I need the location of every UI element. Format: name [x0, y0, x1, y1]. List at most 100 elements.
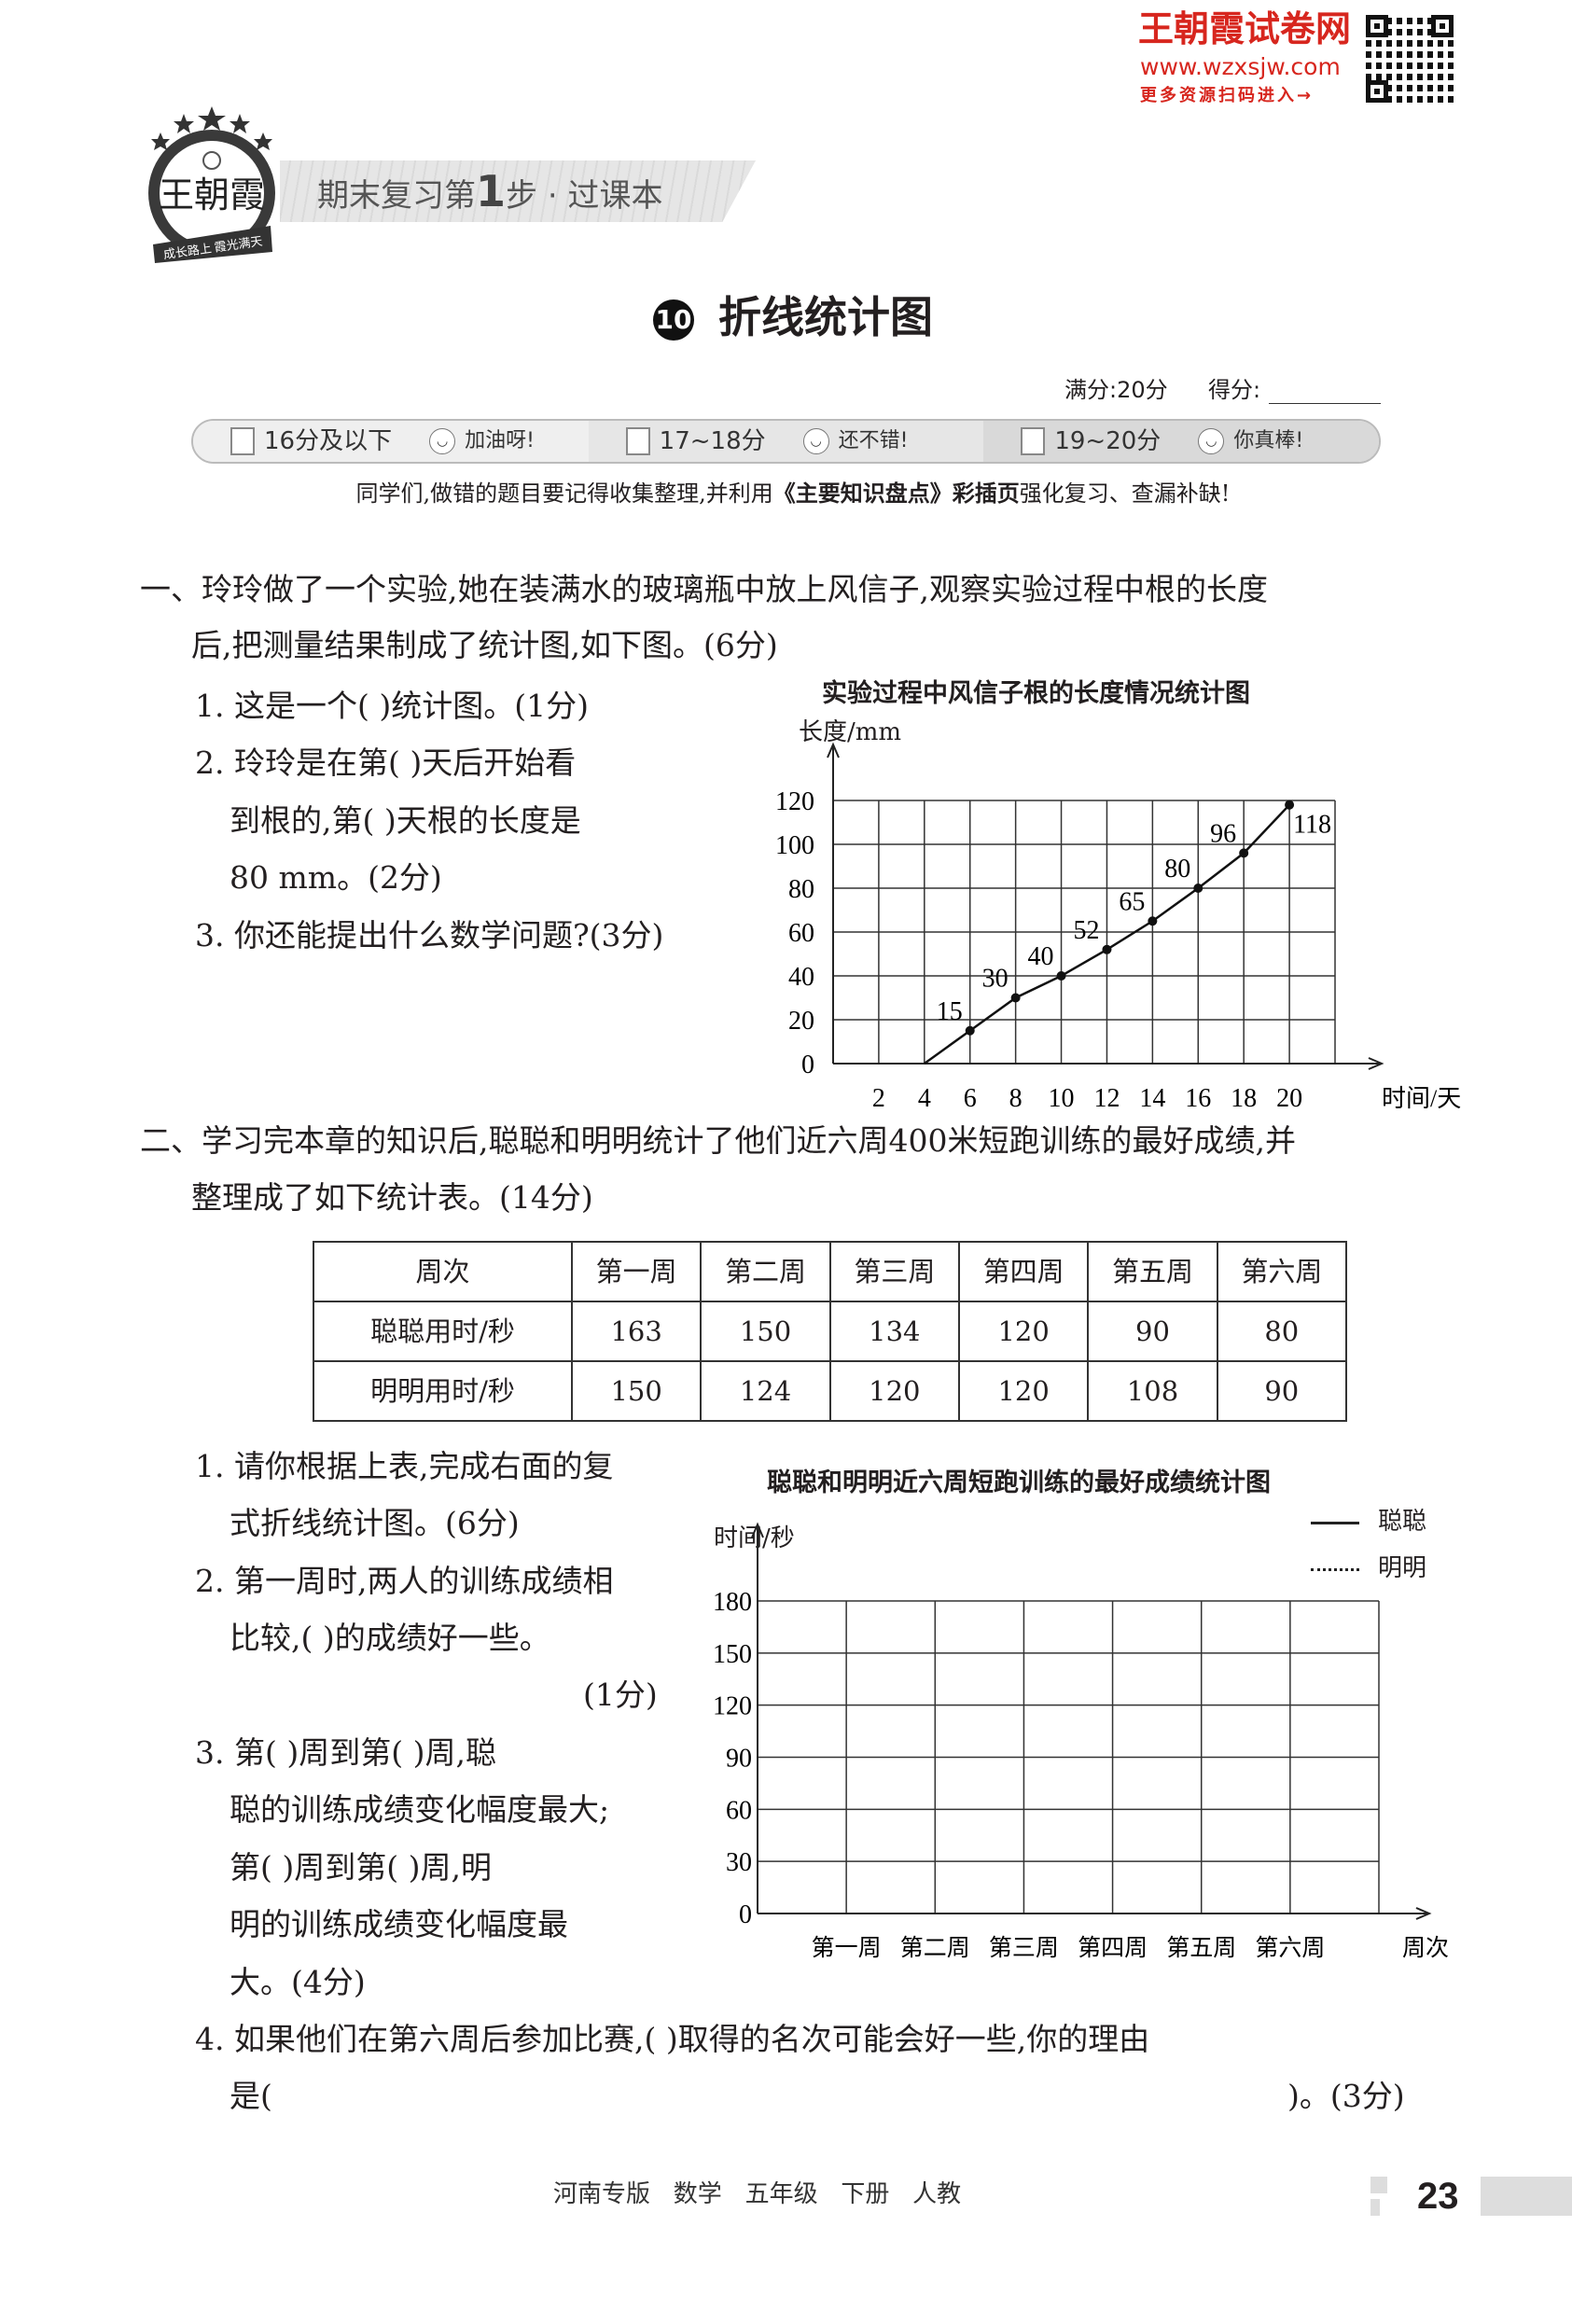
y-tick-label: 180	[713, 1588, 752, 1617]
data-point	[1102, 944, 1112, 954]
data-label: 40	[1028, 942, 1054, 971]
lesson-number: 10	[653, 299, 694, 341]
table-cell: 120	[828, 1360, 960, 1422]
table-cell: 150	[700, 1301, 831, 1362]
data-point	[1285, 800, 1295, 810]
score-level-high: 19~20分 ◡ 你真棒!	[983, 421, 1379, 462]
brand-name: 王朝霞试卷网	[1138, 8, 1352, 49]
x-tick-label: 12	[1093, 1084, 1120, 1113]
brand-url[interactable]: www.wzxsjw.com	[1140, 53, 1341, 80]
qr-code-icon[interactable]	[1366, 15, 1454, 103]
data-label: 65	[1119, 887, 1145, 916]
table-header: 周次	[313, 1241, 573, 1302]
brand-tagline: 更多资源扫码进入→	[1140, 86, 1315, 105]
q1-item: 3. 你还能提出什么数学问题?(3分)	[195, 917, 664, 953]
q2-item: (1分)	[583, 1677, 658, 1713]
q1-stem-line: 后,把测量结果制成了统计图,如下图。(6分)	[191, 627, 778, 663]
q2-stem-line: 整理成了如下统计表。(14分)	[191, 1179, 593, 1216]
data-label: 80	[1164, 855, 1190, 884]
y-axis-arrow	[827, 742, 840, 758]
table-cell: 163	[570, 1301, 703, 1362]
checkbox[interactable]	[230, 427, 255, 455]
score-comment: 加油呀!	[465, 429, 535, 452]
y-tick-label: 80	[788, 875, 814, 904]
x-tick-label: 4	[918, 1084, 931, 1113]
score-blank[interactable]	[1269, 403, 1381, 404]
table-header: 第二周	[700, 1241, 831, 1302]
footer-edition: 河南专版 数学 五年级 下册 人教	[553, 2180, 962, 2208]
q1-item: 到根的,第( )天根的长度是	[230, 802, 581, 839]
y-tick-label: 150	[713, 1640, 752, 1669]
x-tick-label: 18	[1231, 1084, 1257, 1113]
table-header: 第三周	[828, 1241, 960, 1302]
data-label: 15	[937, 997, 963, 1026]
x-tick-label: 10	[1049, 1084, 1075, 1113]
x-tick-label: 第五周	[1166, 1935, 1236, 1961]
table-header: 第四周	[957, 1241, 1090, 1302]
q1-item: 2. 玲玲是在第( )天后开始看	[195, 745, 577, 781]
y-tick-label: 20	[788, 1007, 814, 1036]
table-cell: 108	[1087, 1360, 1218, 1422]
full-score: 满分:20分	[1064, 377, 1168, 403]
checkbox[interactable]	[625, 427, 650, 455]
score-level-low: 16分及以下 ◡ 加油呀!	[193, 421, 589, 462]
logo-text: 王朝霞	[159, 176, 265, 216]
score-comment: 你真棒!	[1233, 429, 1304, 452]
y-tick-label: 30	[726, 1848, 752, 1877]
x-axis-arrow	[1368, 1057, 1384, 1070]
table-cell: 120	[957, 1360, 1090, 1422]
table-cell: 134	[828, 1301, 960, 1362]
chart2-ylabel: 时间/秒	[714, 1524, 795, 1552]
table-header: 第六周	[1216, 1241, 1348, 1302]
y-tick-label: 60	[788, 919, 814, 948]
y-tick-label: 40	[788, 963, 814, 992]
score-comment: 还不错!	[838, 429, 909, 452]
table-cell: 90	[1216, 1360, 1348, 1422]
x-axis-label: 时间/天	[1382, 1085, 1461, 1112]
data-label: 30	[982, 965, 1009, 994]
legend-solid-line	[1311, 1522, 1359, 1524]
table-header: 第五周	[1087, 1241, 1218, 1302]
q2-item: 1. 请你根据上表,完成右面的复	[195, 1448, 614, 1484]
data-label: 96	[1210, 819, 1236, 848]
banner-prefix: 期末复习第	[317, 177, 476, 215]
q2-item: 2. 第一周时,两人的训练成绩相	[195, 1563, 614, 1599]
title-text: 折线统计图	[718, 292, 933, 342]
q2-item: 比较,( )的成绩好一些。	[230, 1620, 550, 1656]
q2-item: 3. 第( )周到第( )周,聪	[195, 1734, 496, 1771]
y-tick-label: 120	[713, 1692, 752, 1721]
data-label: 52	[1073, 916, 1099, 945]
q2-stem-line: 二、学习完本章的知识后,聪聪和明明统计了他们近六周400米短跑训练的最好成绩,并	[140, 1122, 1296, 1159]
q2-item: 大。(4分)	[230, 1964, 366, 2000]
y-tick-label: 100	[775, 831, 814, 860]
x-axis-arrow	[1415, 1907, 1432, 1920]
page-number-box: 23	[1370, 2176, 1572, 2217]
smile-icon: ◡	[802, 428, 829, 454]
legend-label: 明明	[1378, 1554, 1427, 1582]
data-point	[965, 1025, 975, 1036]
q2-item: 式折线统计图。(6分)	[230, 1505, 520, 1541]
y-tick-label: 90	[726, 1745, 752, 1774]
happy-icon: ◡	[1198, 428, 1225, 454]
section-banner: 期末复习第1步 · 过课本	[317, 168, 662, 219]
checkbox[interactable]	[1021, 427, 1046, 455]
table-cell: 124	[700, 1360, 831, 1422]
face-icon: ◡	[429, 428, 456, 454]
x-tick-label: 第一周	[812, 1935, 882, 1961]
x-tick-label: 第二周	[900, 1935, 970, 1961]
q2-item: 是(	[230, 2078, 272, 2114]
data-point	[1056, 971, 1066, 981]
note-bold: 《主要知识盘点》彩插页	[772, 480, 1020, 507]
score-range: 19~20分	[1054, 427, 1162, 455]
chart1-title: 实验过程中风信子根的长度情况统计图	[822, 679, 1250, 708]
q2-item: 明的训练成绩变化幅度最	[230, 1906, 568, 1942]
x-tick-label: 14	[1139, 1084, 1165, 1113]
table-row: 明明用时/秒 150 124 120 120 108 90	[313, 1360, 1348, 1422]
training-table: 周次 第一周 第二周 第三周 第四周 第五周 第六周 聪聪用时/秒 163 15…	[313, 1241, 1348, 1422]
q2-item: 第( )周到第( )周,明	[230, 1849, 492, 1886]
x-tick-label: 第四周	[1078, 1935, 1148, 1961]
y-tick-label: 60	[726, 1796, 752, 1825]
score-label: 得分:	[1208, 377, 1261, 403]
study-note: 同学们,做错的题目要记得收集整理,并利用《主要知识盘点》彩插页强化复习、查漏补缺…	[0, 479, 1586, 508]
score-range: 17~18分	[659, 427, 766, 455]
